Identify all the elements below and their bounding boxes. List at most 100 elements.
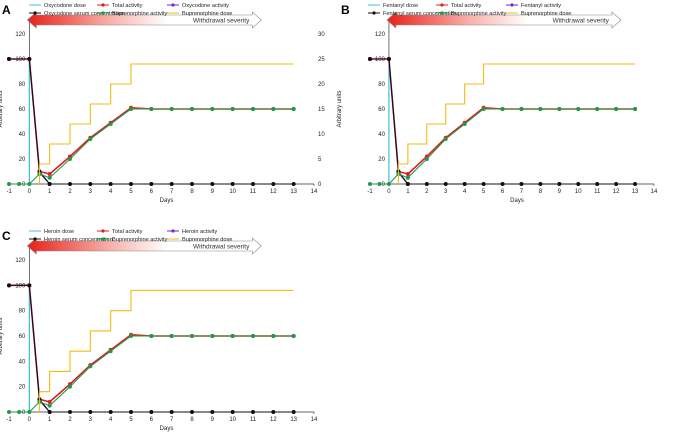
panel-b-x-tick-label: 4 (463, 189, 467, 195)
panel-a-y2-tick-label: 10 (318, 132, 325, 138)
panel-c-series-heroin-serum-concentration-point (190, 410, 194, 414)
panel-a-x-tick-label: 10 (229, 189, 236, 195)
panel-c-series-heroin-serum-concentration-point (47, 410, 52, 414)
panel-c-legend-heroin-activity: Heroin activity (182, 229, 217, 235)
panel-b-x-tick-label: 13 (632, 189, 639, 195)
panel-b-x-tick-label: 11 (594, 189, 601, 195)
panel-b-x-tick-label: 5 (482, 189, 486, 195)
panel-a-x-tick-label: 8 (190, 189, 194, 195)
panel-c-legend-heroin-serum-concentration: Heroin serum concentration (44, 237, 113, 243)
panel-c-x-tick-label: 4 (109, 417, 113, 423)
panel-a-series-buprenorphine-activity-point (17, 182, 22, 186)
panel-b-y-tick-label: 100 (375, 57, 386, 63)
panel-a-x-tick-label: 5 (129, 189, 133, 195)
panel-b-series-fentanyl-serum-concentration-point (481, 182, 486, 186)
panel-c-series-buprenorphine-activity-point (88, 364, 93, 369)
panel-b-legend-marker (440, 3, 444, 7)
panel-b-label: B (341, 3, 350, 17)
panel-a-x-tick-label: 6 (150, 189, 154, 195)
panel-b-series-fentanyl-serum-concentration-point (519, 182, 524, 186)
panel-b-series-buprenorphine-activity-point (614, 107, 619, 111)
panel-c-withdrawal-label: Withdrawal severity (193, 243, 250, 250)
panel-a-series-buprenorphine-activity-point (251, 107, 255, 111)
panel-c-x-tick-label: 7 (170, 417, 174, 423)
panel-b-series-fentanyl-serum-concentration-point (633, 182, 638, 186)
panel-b-series-buprenorphine-activity-point (500, 107, 505, 111)
panel-c-series-total-activity (9, 284, 294, 403)
panel-b-series-buprenorphine-activity-point (538, 107, 543, 111)
panel-a-y2-tick-label: 0 (318, 182, 322, 188)
panel-a-series-buprenorphine-activity-point (230, 107, 235, 111)
panel-b-y-tick-label: 120 (375, 32, 386, 38)
panel-c-y-axis-label: Arbitrary units (0, 317, 4, 354)
panel-a-x-tick-label: 1 (48, 189, 52, 195)
panel-c-series-buprenorphine-activity-point (7, 410, 11, 414)
panel-a-series-oxycodone-serum-concentration-point (47, 182, 52, 186)
panel-c-x-tick-label: 1 (48, 417, 52, 423)
panel-b-x-tick-label: -1 (367, 189, 373, 195)
panel-a-x-tick-label: 11 (250, 189, 257, 195)
panel-c-y-tick-label: 80 (19, 309, 26, 315)
panel-c-series-heroin-serum-concentration-point (251, 410, 255, 414)
panel-a-series-buprenorphine-activity-point (169, 107, 174, 111)
panel-c-series-heroin-serum-concentration-point (149, 410, 154, 414)
panel-c-x-tick-label: 8 (190, 417, 194, 423)
panel-b-series-fentanyl-serum-concentration-point (557, 182, 562, 186)
panel-a-legend-buprenorphine-dose: Buprenorphine dose (182, 11, 232, 17)
panel-b-x-tick-label: 9 (558, 189, 562, 195)
panel-c-series-buprenorphine-activity-point (27, 410, 32, 414)
panel-c-series-heroin-serum-concentration-point (88, 410, 93, 414)
panel-c-x-tick-label: 2 (68, 417, 72, 423)
panel-c-x-tick-label: 10 (229, 417, 236, 423)
panel-a-series-oxycodone-serum-concentration-point (251, 182, 255, 186)
panel-b-legend-marker (440, 11, 444, 15)
panel-a-legend-total-activity: Total activity (112, 3, 143, 9)
panel-b-series-buprenorphine-activity-point (405, 175, 410, 180)
panel-a-series-oxycodone-serum-concentration-point (129, 182, 133, 186)
panel-b-series-total-activity-point (405, 172, 410, 176)
panel-c-label: C (2, 229, 11, 243)
panel-b-series-fentanyl-serum-concentration-point (405, 182, 410, 186)
panel-a-legend-oxycodone-activity: Oxycodone activity (182, 3, 229, 9)
panel-a-x-tick-label: 7 (170, 189, 174, 195)
panel-c-series-heroin-serum-concentration-point (169, 410, 174, 414)
panel-c-y-tick-label: 20 (19, 385, 26, 391)
panel-b-x-tick-label: 14 (651, 189, 658, 195)
panel-b-series-fentanyl-serum-concentration-point (368, 57, 372, 61)
panel-b-legend-fentanyl-activity: Fentanyl activity (521, 3, 561, 9)
panel-b-y-tick-label: 80 (378, 82, 385, 88)
panel-b-x-tick-label: 7 (520, 189, 524, 195)
panel-b-series-buprenorphine-activity-point (481, 107, 486, 111)
panel-c-legend-marker (33, 237, 37, 241)
panel-c-series-buprenorphine-activity-point (230, 334, 235, 338)
panel-b-series-buprenorphine-activity-point (377, 182, 382, 186)
panel-a-series-oxycodone-serum-concentration-point (108, 182, 113, 186)
panel-a-series-buprenorphine-activity-point (88, 137, 93, 141)
panel-c-series-buprenorphine-dose (38, 289, 294, 412)
panel-a-series-oxycodone-serum-concentration (9, 58, 294, 185)
panel-c-series-buprenorphine-activity-point (17, 410, 22, 414)
panel-a-x-tick-label: 0 (28, 189, 32, 195)
panel-b-series-buprenorphine-activity-point (462, 122, 467, 126)
panel-a-legend-marker (101, 3, 105, 7)
panel-a-series-oxycodone-serum-concentration-point (210, 182, 215, 186)
panel-b-x-tick-label: 12 (613, 189, 620, 195)
panel-c-series-buprenorphine-activity-point (149, 334, 154, 338)
panel-c-series-heroin-serum-concentration-point (129, 410, 133, 414)
panel-c-x-tick-label: -1 (6, 417, 12, 423)
panel-a-y-tick-label: 20 (19, 157, 26, 163)
panel-b: B-1 0 1 2 3 4 5 6 7 8 9 10 11 12 13 14020406080100120Da… (337, 3, 658, 204)
panel-b-series-fentanyl-serum-concentration-point (538, 182, 543, 186)
panel-b-y-axis-label: Arbitrary units (337, 90, 343, 127)
panel-b-series-fentanyl-serum-concentration-point (386, 57, 391, 61)
panel-b-x-tick-label: 6 (501, 189, 505, 195)
panel-c-series-total-activity-point (47, 399, 52, 404)
panel-a-x-tick-label: 4 (109, 189, 113, 195)
panel-c-series-heroin-serum-concentration-point (7, 283, 11, 288)
panel-b-series-fentanyl-serum-concentration-point (576, 182, 581, 186)
panel-b-legend-total-activity: Total activity (451, 3, 482, 9)
panel-c-series-buprenorphine-activity-point (190, 334, 194, 338)
panel-b-series-total-activity (370, 58, 636, 175)
panel-b-x-tick-label: 3 (444, 189, 448, 195)
